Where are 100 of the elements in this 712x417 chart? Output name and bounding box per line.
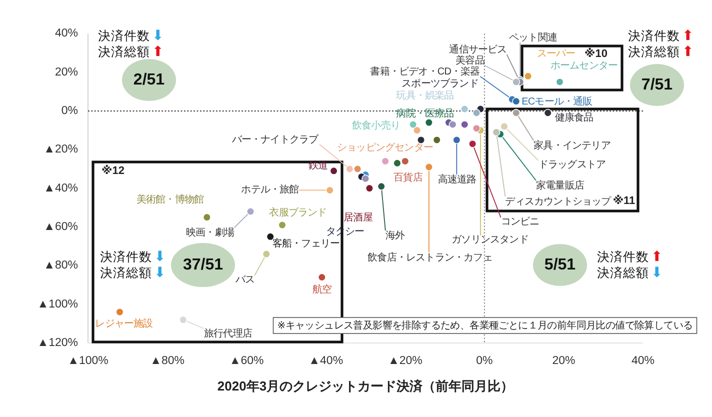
point — [278, 221, 286, 229]
point — [448, 120, 457, 128]
series-label: 飲食小売り — [352, 120, 400, 132]
point — [452, 136, 461, 144]
text: 高速道路 — [438, 174, 477, 186]
point — [179, 316, 188, 324]
point — [417, 136, 425, 144]
text: 通信サービス — [449, 44, 507, 56]
series-label: ホームセンター — [550, 60, 618, 72]
text: 海外 — [385, 230, 405, 242]
point — [401, 157, 410, 166]
annotation: 5/51 — [544, 256, 576, 274]
text: 家具・インテリア — [534, 140, 611, 152]
x-tick-label: ▲40% — [308, 355, 344, 367]
annotation: ※11 — [612, 194, 636, 207]
point — [460, 120, 469, 128]
y-tick-label: ▲60% — [44, 220, 78, 233]
series-label: 病院・医療品 — [396, 108, 454, 120]
series-label: 映画・劇場 — [186, 226, 234, 238]
point — [544, 108, 552, 117]
series-label: レジャー施設 — [95, 318, 154, 330]
y-tick-label: ▲120% — [37, 337, 78, 349]
point — [346, 165, 354, 173]
legend-label: ホテル・旅館 — [241, 184, 300, 196]
text: ショッピングセンター — [336, 142, 434, 154]
annotation: 決済総額⬆ — [628, 44, 694, 60]
point — [512, 78, 520, 86]
series-label: 百貨店 — [394, 172, 423, 184]
annotation: 37/51 — [182, 256, 224, 274]
annotation: 7/51 — [641, 76, 673, 94]
point — [512, 108, 520, 117]
text: ペット関連 — [508, 32, 558, 44]
text: 美容品 — [456, 54, 485, 66]
annotation: 決済件数⬆ — [628, 28, 694, 44]
x-tick-label: 0% — [476, 355, 493, 367]
series-label: 美術館・博物館 — [136, 194, 204, 206]
series-label: 鉄道 — [308, 160, 328, 172]
point — [326, 186, 334, 194]
point — [492, 128, 500, 136]
point — [116, 308, 124, 316]
point — [202, 213, 211, 222]
annotation: ※10 — [584, 47, 608, 60]
text: 飲食店・レストラン・カフェ — [368, 252, 492, 264]
annotation: 決済件数⬇ — [98, 28, 164, 44]
series-label: 旅行代理店 — [204, 328, 252, 340]
y-tick-label: ▲20% — [44, 144, 78, 156]
text: ディスカウントショップ — [505, 196, 612, 208]
point — [377, 182, 386, 190]
point — [413, 126, 421, 134]
text: バス — [234, 274, 255, 286]
x-tick-label: ▲20% — [388, 355, 422, 367]
text: 書籍・ビデオ・CD・楽器 — [370, 66, 480, 78]
series-label: 玩具・娯楽品 — [396, 90, 454, 102]
text: コンビニ — [500, 216, 540, 228]
point — [556, 78, 564, 86]
series-label: スーパー — [536, 48, 576, 60]
point — [472, 124, 480, 132]
x-tick-label: ▲80% — [150, 355, 184, 367]
y-tick-label: ▲40% — [44, 182, 78, 194]
series-label: 健康食品 — [554, 112, 594, 124]
series-label: 衣服ブランド — [269, 206, 327, 218]
annotation: 2/51 — [133, 72, 165, 88]
point — [318, 273, 326, 282]
x-tick-label: 20% — [552, 355, 576, 367]
annotation: ※キャッシュレス普及影響を排除するため、各業種ごとに１月の前年同月比の値で除算している — [277, 320, 693, 332]
annotation: 決済総額⬆ — [98, 44, 164, 60]
series-label: 客船・フェリー — [272, 238, 340, 250]
point — [393, 159, 402, 168]
point — [512, 97, 520, 106]
point — [354, 165, 362, 173]
x-tick-label: ▲100% — [68, 355, 108, 367]
series-label: ECモール・通販 — [522, 96, 593, 108]
point — [424, 163, 433, 171]
point — [409, 120, 418, 128]
point — [262, 250, 270, 258]
point — [460, 105, 469, 113]
x-axis-title: 2020年3月のクレジットカード決済（前年同月比） — [217, 378, 514, 394]
y-tick-label: ▲100% — [37, 298, 78, 310]
point — [362, 174, 370, 183]
point — [381, 157, 390, 166]
y-tick-label: 0% — [61, 104, 78, 117]
point — [468, 140, 476, 148]
text: 居酒屋 — [344, 212, 373, 224]
point — [500, 122, 508, 130]
text: バー・ナイトクラブ — [230, 134, 320, 146]
point — [330, 166, 338, 175]
series-label: スポーツブランド — [402, 78, 478, 90]
annotation: 決済件数⬆ — [597, 249, 663, 265]
point — [472, 108, 480, 117]
point — [246, 208, 254, 216]
point — [266, 232, 274, 241]
series-label: 航空 — [312, 284, 332, 296]
x-tick-label: 40% — [631, 355, 655, 367]
text: ドラッグストア — [538, 160, 606, 170]
text: 家電量販店 — [536, 180, 584, 192]
point — [366, 184, 374, 192]
point — [432, 136, 441, 144]
annotation: 決済総額⬇ — [100, 265, 166, 281]
annotation: 決済総額⬇ — [597, 265, 663, 281]
point — [424, 118, 433, 126]
